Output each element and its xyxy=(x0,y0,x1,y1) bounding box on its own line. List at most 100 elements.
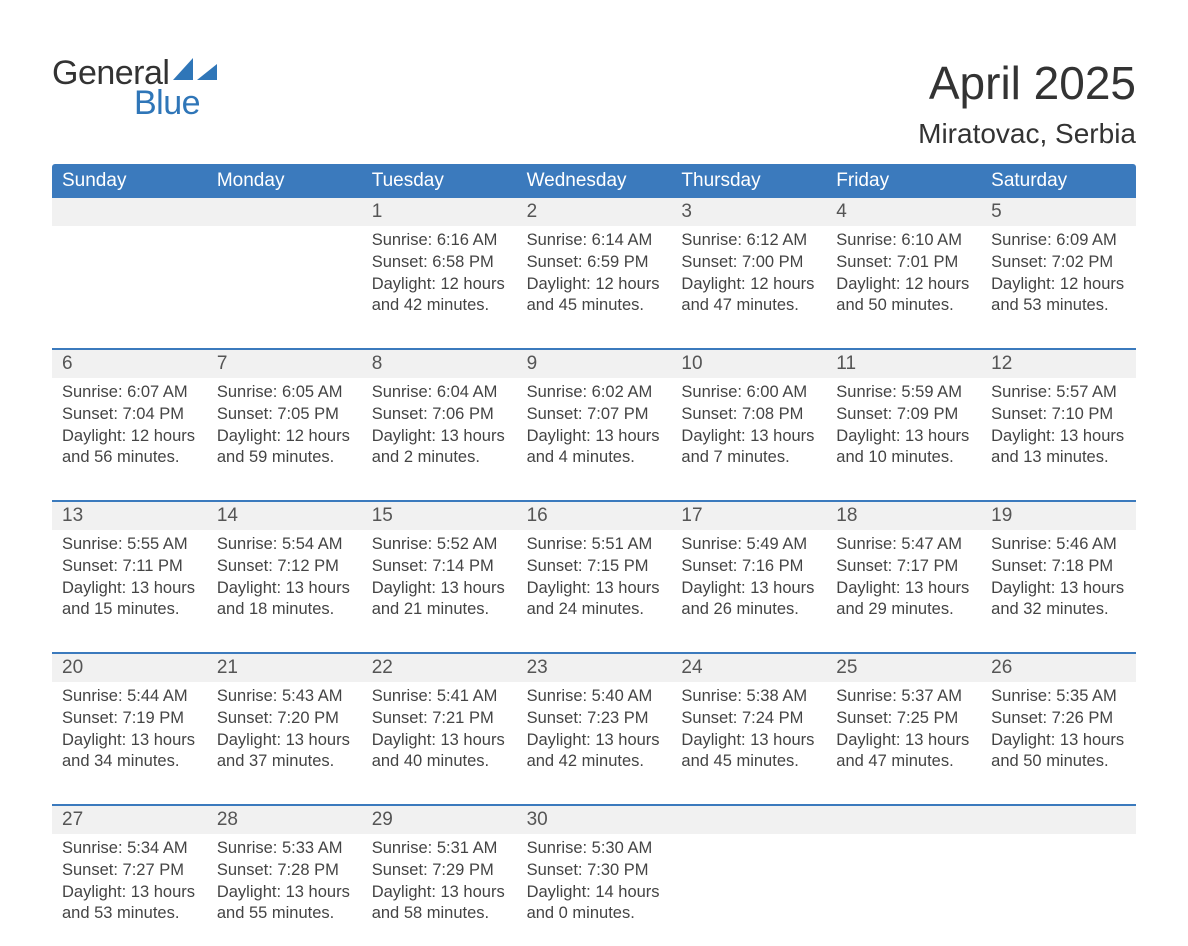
daylight-text-2: and 47 minutes. xyxy=(836,751,971,773)
sunrise-text: Sunrise: 6:16 AM xyxy=(372,230,507,252)
daylight-text-2: and 53 minutes. xyxy=(991,295,1126,317)
daylight-text-1: Daylight: 13 hours xyxy=(836,426,971,448)
day-number xyxy=(671,806,826,834)
day-cell: Sunrise: 5:54 AMSunset: 7:12 PMDaylight:… xyxy=(207,530,362,642)
daylight-text-1: Daylight: 12 hours xyxy=(62,426,197,448)
sunset-text: Sunset: 7:00 PM xyxy=(681,252,816,274)
daylight-text-1: Daylight: 13 hours xyxy=(217,882,352,904)
sunrise-text: Sunrise: 5:59 AM xyxy=(836,382,971,404)
day-number: 19 xyxy=(981,502,1136,530)
day-cell: Sunrise: 6:12 AMSunset: 7:00 PMDaylight:… xyxy=(671,226,826,338)
day-number: 20 xyxy=(52,654,207,682)
day-number: 4 xyxy=(826,198,981,226)
sunrise-text: Sunrise: 6:02 AM xyxy=(527,382,662,404)
day-header: Sunday xyxy=(52,164,207,198)
sunrise-text: Sunrise: 6:05 AM xyxy=(217,382,352,404)
daylight-text-2: and 45 minutes. xyxy=(527,295,662,317)
day-number: 25 xyxy=(826,654,981,682)
sunset-text: Sunset: 7:28 PM xyxy=(217,860,352,882)
sunset-text: Sunset: 7:09 PM xyxy=(836,404,971,426)
daylight-text-1: Daylight: 13 hours xyxy=(681,578,816,600)
daylight-text-2: and 0 minutes. xyxy=(527,903,662,925)
daylight-text-2: and 29 minutes. xyxy=(836,599,971,621)
week-body-row: Sunrise: 5:44 AMSunset: 7:19 PMDaylight:… xyxy=(52,682,1136,794)
sunset-text: Sunset: 7:24 PM xyxy=(681,708,816,730)
sunrise-text: Sunrise: 5:38 AM xyxy=(681,686,816,708)
sunrise-text: Sunrise: 5:49 AM xyxy=(681,534,816,556)
sunset-text: Sunset: 7:07 PM xyxy=(527,404,662,426)
day-number: 17 xyxy=(671,502,826,530)
daylight-text-1: Daylight: 12 hours xyxy=(217,426,352,448)
day-number: 21 xyxy=(207,654,362,682)
day-number: 26 xyxy=(981,654,1136,682)
daylight-text-1: Daylight: 13 hours xyxy=(527,426,662,448)
day-number: 16 xyxy=(517,502,672,530)
daylight-text-2: and 4 minutes. xyxy=(527,447,662,469)
sunrise-text: Sunrise: 6:00 AM xyxy=(681,382,816,404)
day-number: 10 xyxy=(671,350,826,378)
day-cell xyxy=(826,834,981,946)
daynum-row: 20212223242526 xyxy=(52,652,1136,682)
daylight-text-2: and 32 minutes. xyxy=(991,599,1126,621)
day-number: 13 xyxy=(52,502,207,530)
sunrise-text: Sunrise: 6:07 AM xyxy=(62,382,197,404)
daylight-text-1: Daylight: 12 hours xyxy=(527,274,662,296)
day-header: Friday xyxy=(826,164,981,198)
title-month: April 2025 xyxy=(918,56,1136,110)
sunrise-text: Sunrise: 5:57 AM xyxy=(991,382,1126,404)
page-header: General Blue April 2025 Miratovac, Serbi… xyxy=(52,56,1136,150)
sunset-text: Sunset: 7:21 PM xyxy=(372,708,507,730)
sunset-text: Sunset: 7:16 PM xyxy=(681,556,816,578)
day-cell: Sunrise: 5:47 AMSunset: 7:17 PMDaylight:… xyxy=(826,530,981,642)
day-cell: Sunrise: 5:55 AMSunset: 7:11 PMDaylight:… xyxy=(52,530,207,642)
day-headers: Sunday Monday Tuesday Wednesday Thursday… xyxy=(52,164,1136,198)
sunrise-text: Sunrise: 5:43 AM xyxy=(217,686,352,708)
day-number: 12 xyxy=(981,350,1136,378)
daylight-text-1: Daylight: 13 hours xyxy=(991,730,1126,752)
calendar: Sunday Monday Tuesday Wednesday Thursday… xyxy=(52,164,1136,946)
sunset-text: Sunset: 7:25 PM xyxy=(836,708,971,730)
daylight-text-1: Daylight: 13 hours xyxy=(836,578,971,600)
day-cell: Sunrise: 6:02 AMSunset: 7:07 PMDaylight:… xyxy=(517,378,672,490)
sunset-text: Sunset: 7:04 PM xyxy=(62,404,197,426)
sunset-text: Sunset: 7:27 PM xyxy=(62,860,197,882)
sunrise-text: Sunrise: 5:41 AM xyxy=(372,686,507,708)
daylight-text-1: Daylight: 13 hours xyxy=(62,578,197,600)
daylight-text-1: Daylight: 12 hours xyxy=(681,274,816,296)
daylight-text-2: and 50 minutes. xyxy=(836,295,971,317)
day-cell: Sunrise: 5:41 AMSunset: 7:21 PMDaylight:… xyxy=(362,682,517,794)
sunset-text: Sunset: 7:14 PM xyxy=(372,556,507,578)
daynum-row: 13141516171819 xyxy=(52,500,1136,530)
day-number: 3 xyxy=(671,198,826,226)
sunrise-text: Sunrise: 5:51 AM xyxy=(527,534,662,556)
day-number: 24 xyxy=(671,654,826,682)
day-cell xyxy=(671,834,826,946)
sunset-text: Sunset: 7:18 PM xyxy=(991,556,1126,578)
day-number xyxy=(52,198,207,226)
day-cell: Sunrise: 6:00 AMSunset: 7:08 PMDaylight:… xyxy=(671,378,826,490)
daylight-text-2: and 42 minutes. xyxy=(372,295,507,317)
logo: General Blue xyxy=(52,56,217,120)
sunrise-text: Sunrise: 5:35 AM xyxy=(991,686,1126,708)
sunset-text: Sunset: 7:23 PM xyxy=(527,708,662,730)
day-number: 28 xyxy=(207,806,362,834)
day-number xyxy=(207,198,362,226)
daylight-text-2: and 58 minutes. xyxy=(372,903,507,925)
sunrise-text: Sunrise: 5:34 AM xyxy=(62,838,197,860)
day-cell: Sunrise: 5:44 AMSunset: 7:19 PMDaylight:… xyxy=(52,682,207,794)
title-block: April 2025 Miratovac, Serbia xyxy=(918,56,1136,150)
sunset-text: Sunset: 7:20 PM xyxy=(217,708,352,730)
daylight-text-2: and 37 minutes. xyxy=(217,751,352,773)
daylight-text-1: Daylight: 13 hours xyxy=(217,578,352,600)
sunrise-text: Sunrise: 6:10 AM xyxy=(836,230,971,252)
daylight-text-2: and 45 minutes. xyxy=(681,751,816,773)
day-cell: Sunrise: 6:05 AMSunset: 7:05 PMDaylight:… xyxy=(207,378,362,490)
day-number: 9 xyxy=(517,350,672,378)
daylight-text-1: Daylight: 13 hours xyxy=(372,426,507,448)
sunset-text: Sunset: 7:19 PM xyxy=(62,708,197,730)
sunset-text: Sunset: 7:12 PM xyxy=(217,556,352,578)
sunset-text: Sunset: 7:10 PM xyxy=(991,404,1126,426)
day-number: 7 xyxy=(207,350,362,378)
day-cell: Sunrise: 5:49 AMSunset: 7:16 PMDaylight:… xyxy=(671,530,826,642)
sunrise-text: Sunrise: 5:47 AM xyxy=(836,534,971,556)
